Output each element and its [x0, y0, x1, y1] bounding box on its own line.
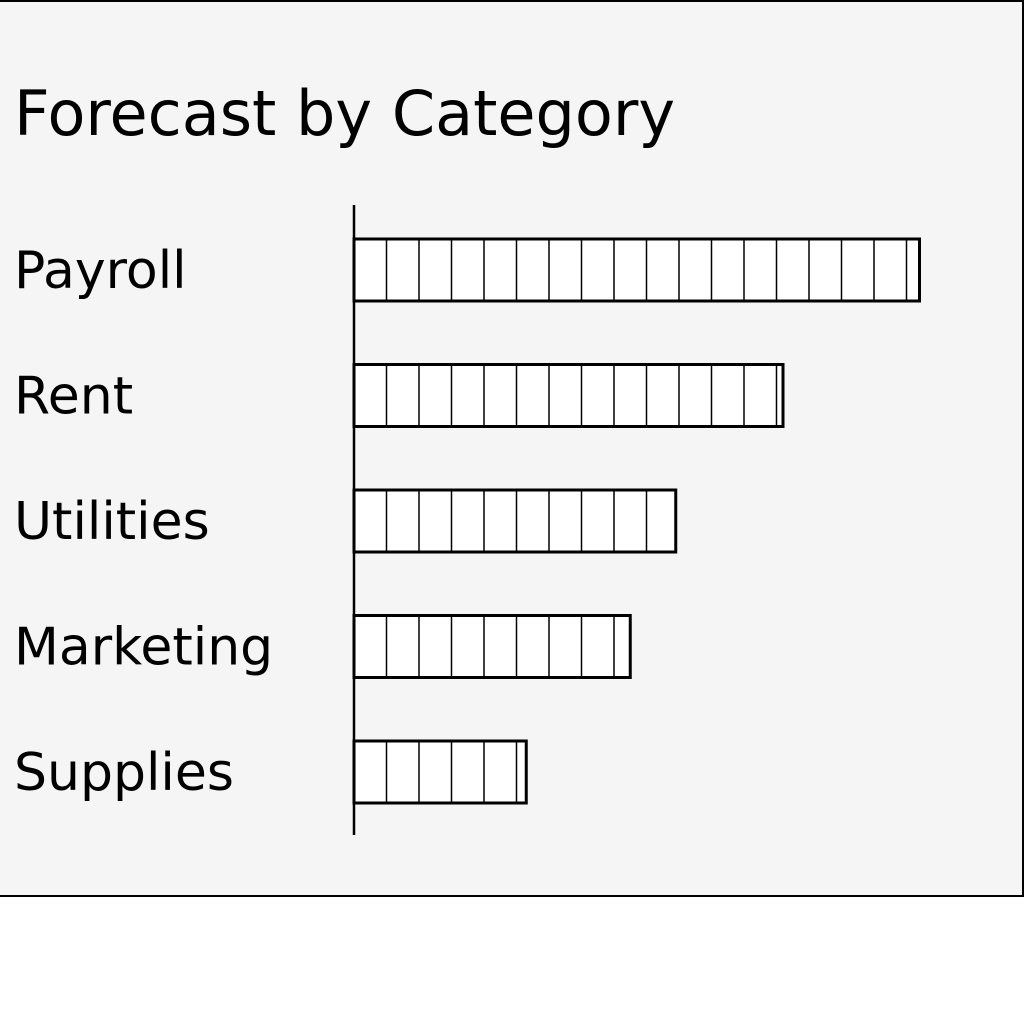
chart-panel: Forecast by Category Payroll Rent Utilitie…: [0, 0, 1024, 897]
bar-chart: Payroll Rent Utilities Marketing Supplies: [14, 205, 921, 835]
category-label: Marketing: [14, 618, 273, 678]
category-label: Payroll: [14, 241, 187, 301]
bar: [352, 488, 678, 554]
category-label: Rent: [14, 367, 133, 427]
bar: [352, 237, 921, 303]
bar: [352, 614, 632, 679]
category-label: Supplies: [14, 743, 234, 803]
chart-title: Forecast by Category: [14, 77, 676, 150]
bar: [352, 739, 528, 805]
category-label: Utilities: [14, 492, 210, 552]
